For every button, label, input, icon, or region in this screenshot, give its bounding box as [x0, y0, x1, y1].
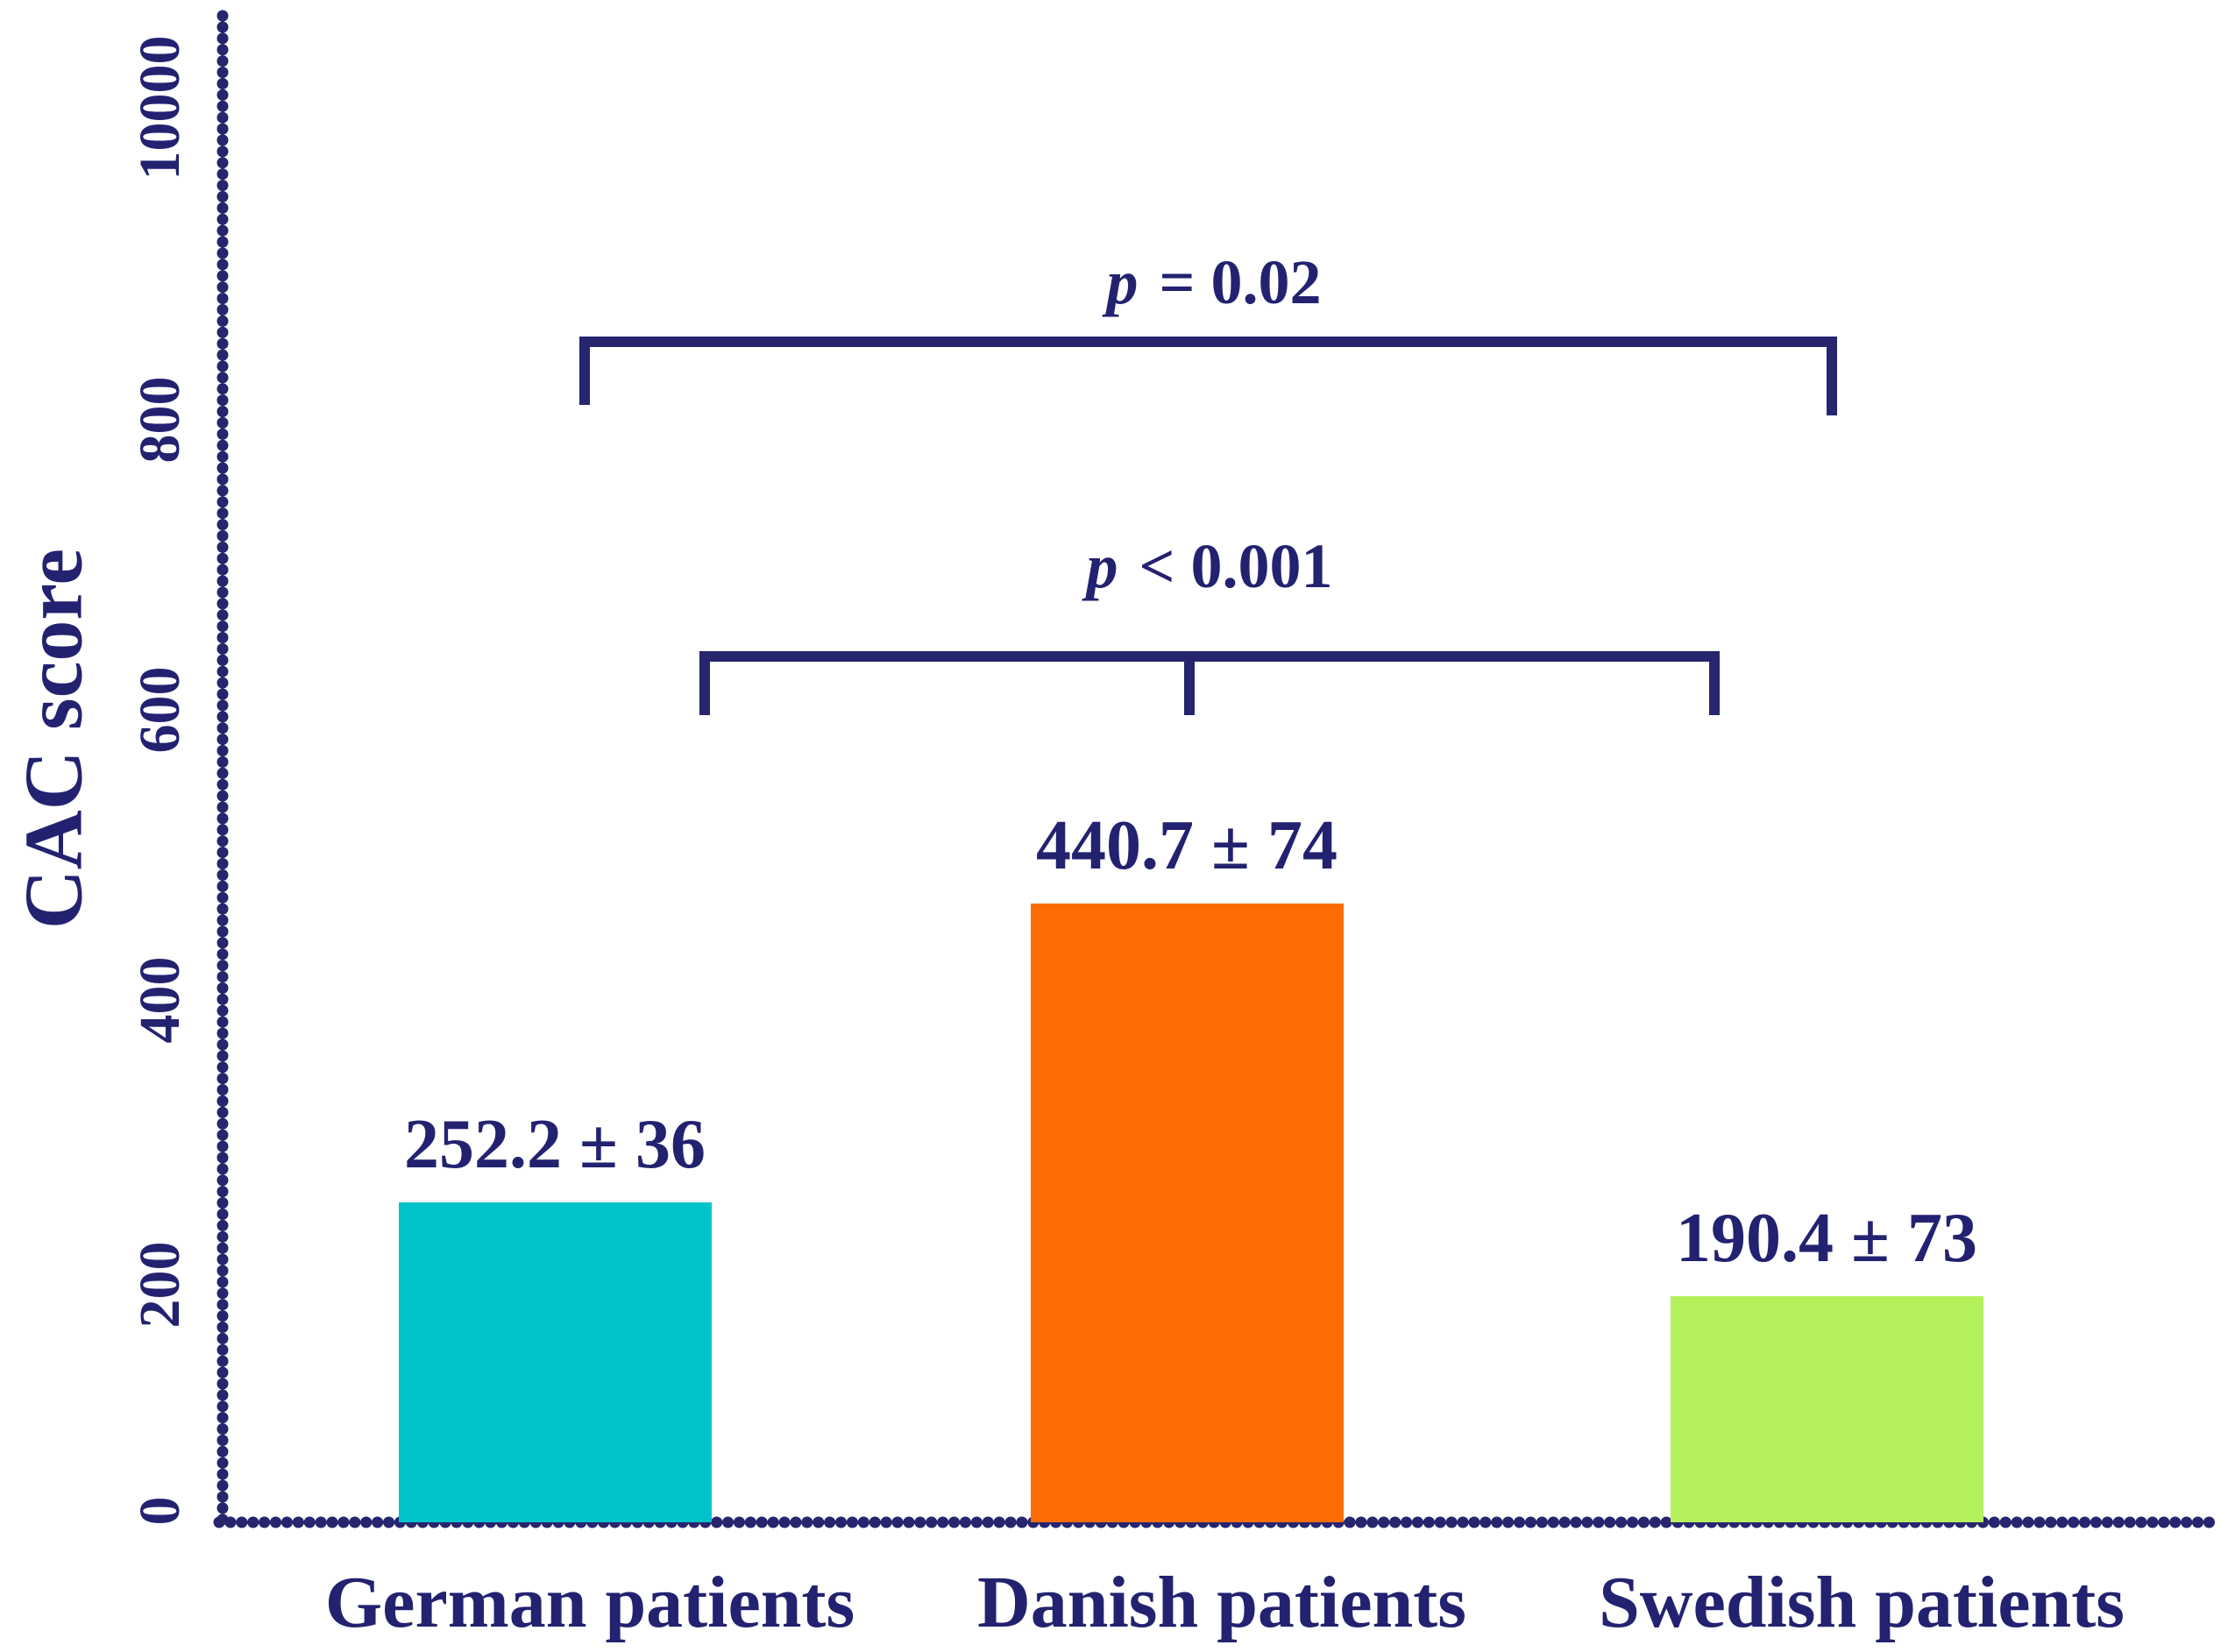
y-tick-label-800: 800 [128, 376, 193, 464]
bar-value-label-danish-patients: 440.7 ± 74 [1036, 807, 1338, 884]
y-tick-label-200: 200 [128, 1241, 193, 1329]
y-tick-label-600: 600 [128, 666, 193, 754]
significance-bracket-p-0-001 [699, 651, 1720, 715]
bar-swedish-patients [1670, 1296, 1983, 1522]
p-value-label-1: p = 0.02 [863, 247, 1565, 318]
p-value-label-2: p < 0.001 [859, 531, 1560, 602]
y-axis-title: CAC score [8, 548, 100, 930]
category-label-swedish-patients: Swedish patients [1599, 1562, 2125, 1643]
p-symbol: p [1106, 247, 1139, 317]
bar-german-patients [398, 1202, 712, 1522]
p-value-text: = 0.02 [1143, 247, 1322, 317]
y-tick-label-400: 400 [128, 956, 193, 1044]
bar-value-label-german-patients: 252.2 ± 36 [404, 1106, 706, 1183]
category-label-danish-patients: Danish patients [977, 1562, 1466, 1643]
bar-value-label-swedish-patients: 190.4 ± 73 [1676, 1200, 1977, 1277]
p-symbol: p [1086, 531, 1118, 601]
y-tick-label-10000: 10000 [128, 35, 193, 181]
p-value-text: < 0.001 [1123, 531, 1333, 601]
y-tick-label-0: 0 [128, 1496, 193, 1526]
category-label-german-patients: German patients [324, 1562, 855, 1643]
bar-danish-patients [1030, 904, 1344, 1522]
significance-bracket-p-0-02 [579, 337, 1837, 415]
